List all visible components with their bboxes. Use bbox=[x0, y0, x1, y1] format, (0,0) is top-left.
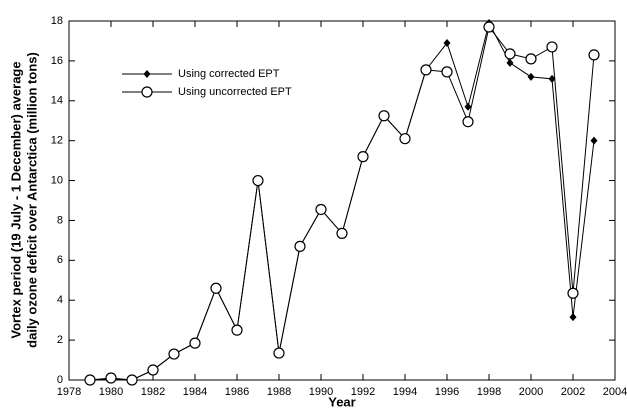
y-tick-label: 14 bbox=[51, 95, 63, 107]
x-tick-label: 1988 bbox=[267, 386, 291, 398]
y-axis-label: Vortex period (19 July - 1 December) ave… bbox=[8, 61, 23, 338]
marker bbox=[443, 38, 451, 47]
x-tick-label: 1996 bbox=[435, 386, 459, 398]
marker bbox=[504, 48, 516, 60]
x-tick-label: 1998 bbox=[477, 386, 501, 398]
y-tick-label: 8 bbox=[57, 214, 63, 226]
y-tick-label: 18 bbox=[51, 15, 63, 27]
x-tick-label: 1990 bbox=[309, 386, 333, 398]
y-tick-label: 4 bbox=[57, 294, 63, 306]
marker bbox=[231, 324, 243, 336]
y-axis-label: daily ozone deficit over Antarctica (mil… bbox=[24, 52, 39, 348]
marker bbox=[569, 313, 577, 322]
marker bbox=[464, 102, 472, 111]
x-tick-label: 1986 bbox=[225, 386, 249, 398]
marker bbox=[252, 174, 264, 187]
y-tick-label: 2 bbox=[57, 334, 63, 346]
marker bbox=[506, 58, 514, 67]
x-tick-label: 1980 bbox=[99, 386, 123, 398]
series-line bbox=[89, 25, 595, 381]
x-axis-label: Year bbox=[328, 394, 355, 409]
x-tick-label: 1978 bbox=[57, 386, 81, 398]
marker bbox=[378, 110, 390, 122]
y-tick-label: 16 bbox=[51, 55, 63, 67]
marker bbox=[315, 203, 327, 216]
y-tick-label: 0 bbox=[57, 374, 63, 386]
marker bbox=[84, 374, 96, 386]
marker bbox=[273, 347, 285, 359]
marker bbox=[441, 66, 453, 78]
marker bbox=[525, 53, 537, 65]
legend-label: Using corrected EPT bbox=[178, 68, 280, 80]
legend-marker bbox=[141, 86, 153, 98]
marker bbox=[527, 72, 535, 81]
marker bbox=[399, 133, 411, 145]
marker bbox=[168, 348, 180, 360]
x-tick-label: 2002 bbox=[561, 386, 585, 398]
marker bbox=[420, 64, 432, 76]
x-tick-label: 1982 bbox=[141, 386, 165, 398]
marker bbox=[567, 287, 579, 299]
marker bbox=[147, 364, 159, 376]
marker bbox=[588, 49, 600, 61]
y-tick-label: 12 bbox=[51, 135, 63, 147]
marker bbox=[590, 136, 598, 145]
x-tick-label: 2004 bbox=[603, 386, 627, 398]
x-tick-label: 1984 bbox=[183, 386, 207, 398]
marker bbox=[336, 227, 348, 240]
y-tick-label: 6 bbox=[57, 254, 63, 266]
marker bbox=[210, 282, 222, 294]
marker bbox=[483, 21, 495, 33]
legend-label: Using uncorrected EPT bbox=[178, 86, 292, 98]
marker bbox=[462, 116, 474, 128]
marker bbox=[189, 337, 201, 349]
marker bbox=[126, 374, 138, 386]
marker bbox=[105, 372, 117, 384]
marker bbox=[548, 74, 556, 83]
y-tick-label: 10 bbox=[51, 174, 63, 186]
series-line bbox=[89, 21, 595, 381]
marker bbox=[294, 240, 306, 252]
legend-marker bbox=[143, 70, 151, 78]
x-tick-label: 1992 bbox=[351, 386, 375, 398]
plot-frame bbox=[68, 20, 616, 381]
marker bbox=[357, 151, 369, 163]
x-tick-label: 1994 bbox=[393, 386, 417, 398]
x-tick-label: 2000 bbox=[519, 386, 543, 398]
marker bbox=[546, 41, 558, 53]
